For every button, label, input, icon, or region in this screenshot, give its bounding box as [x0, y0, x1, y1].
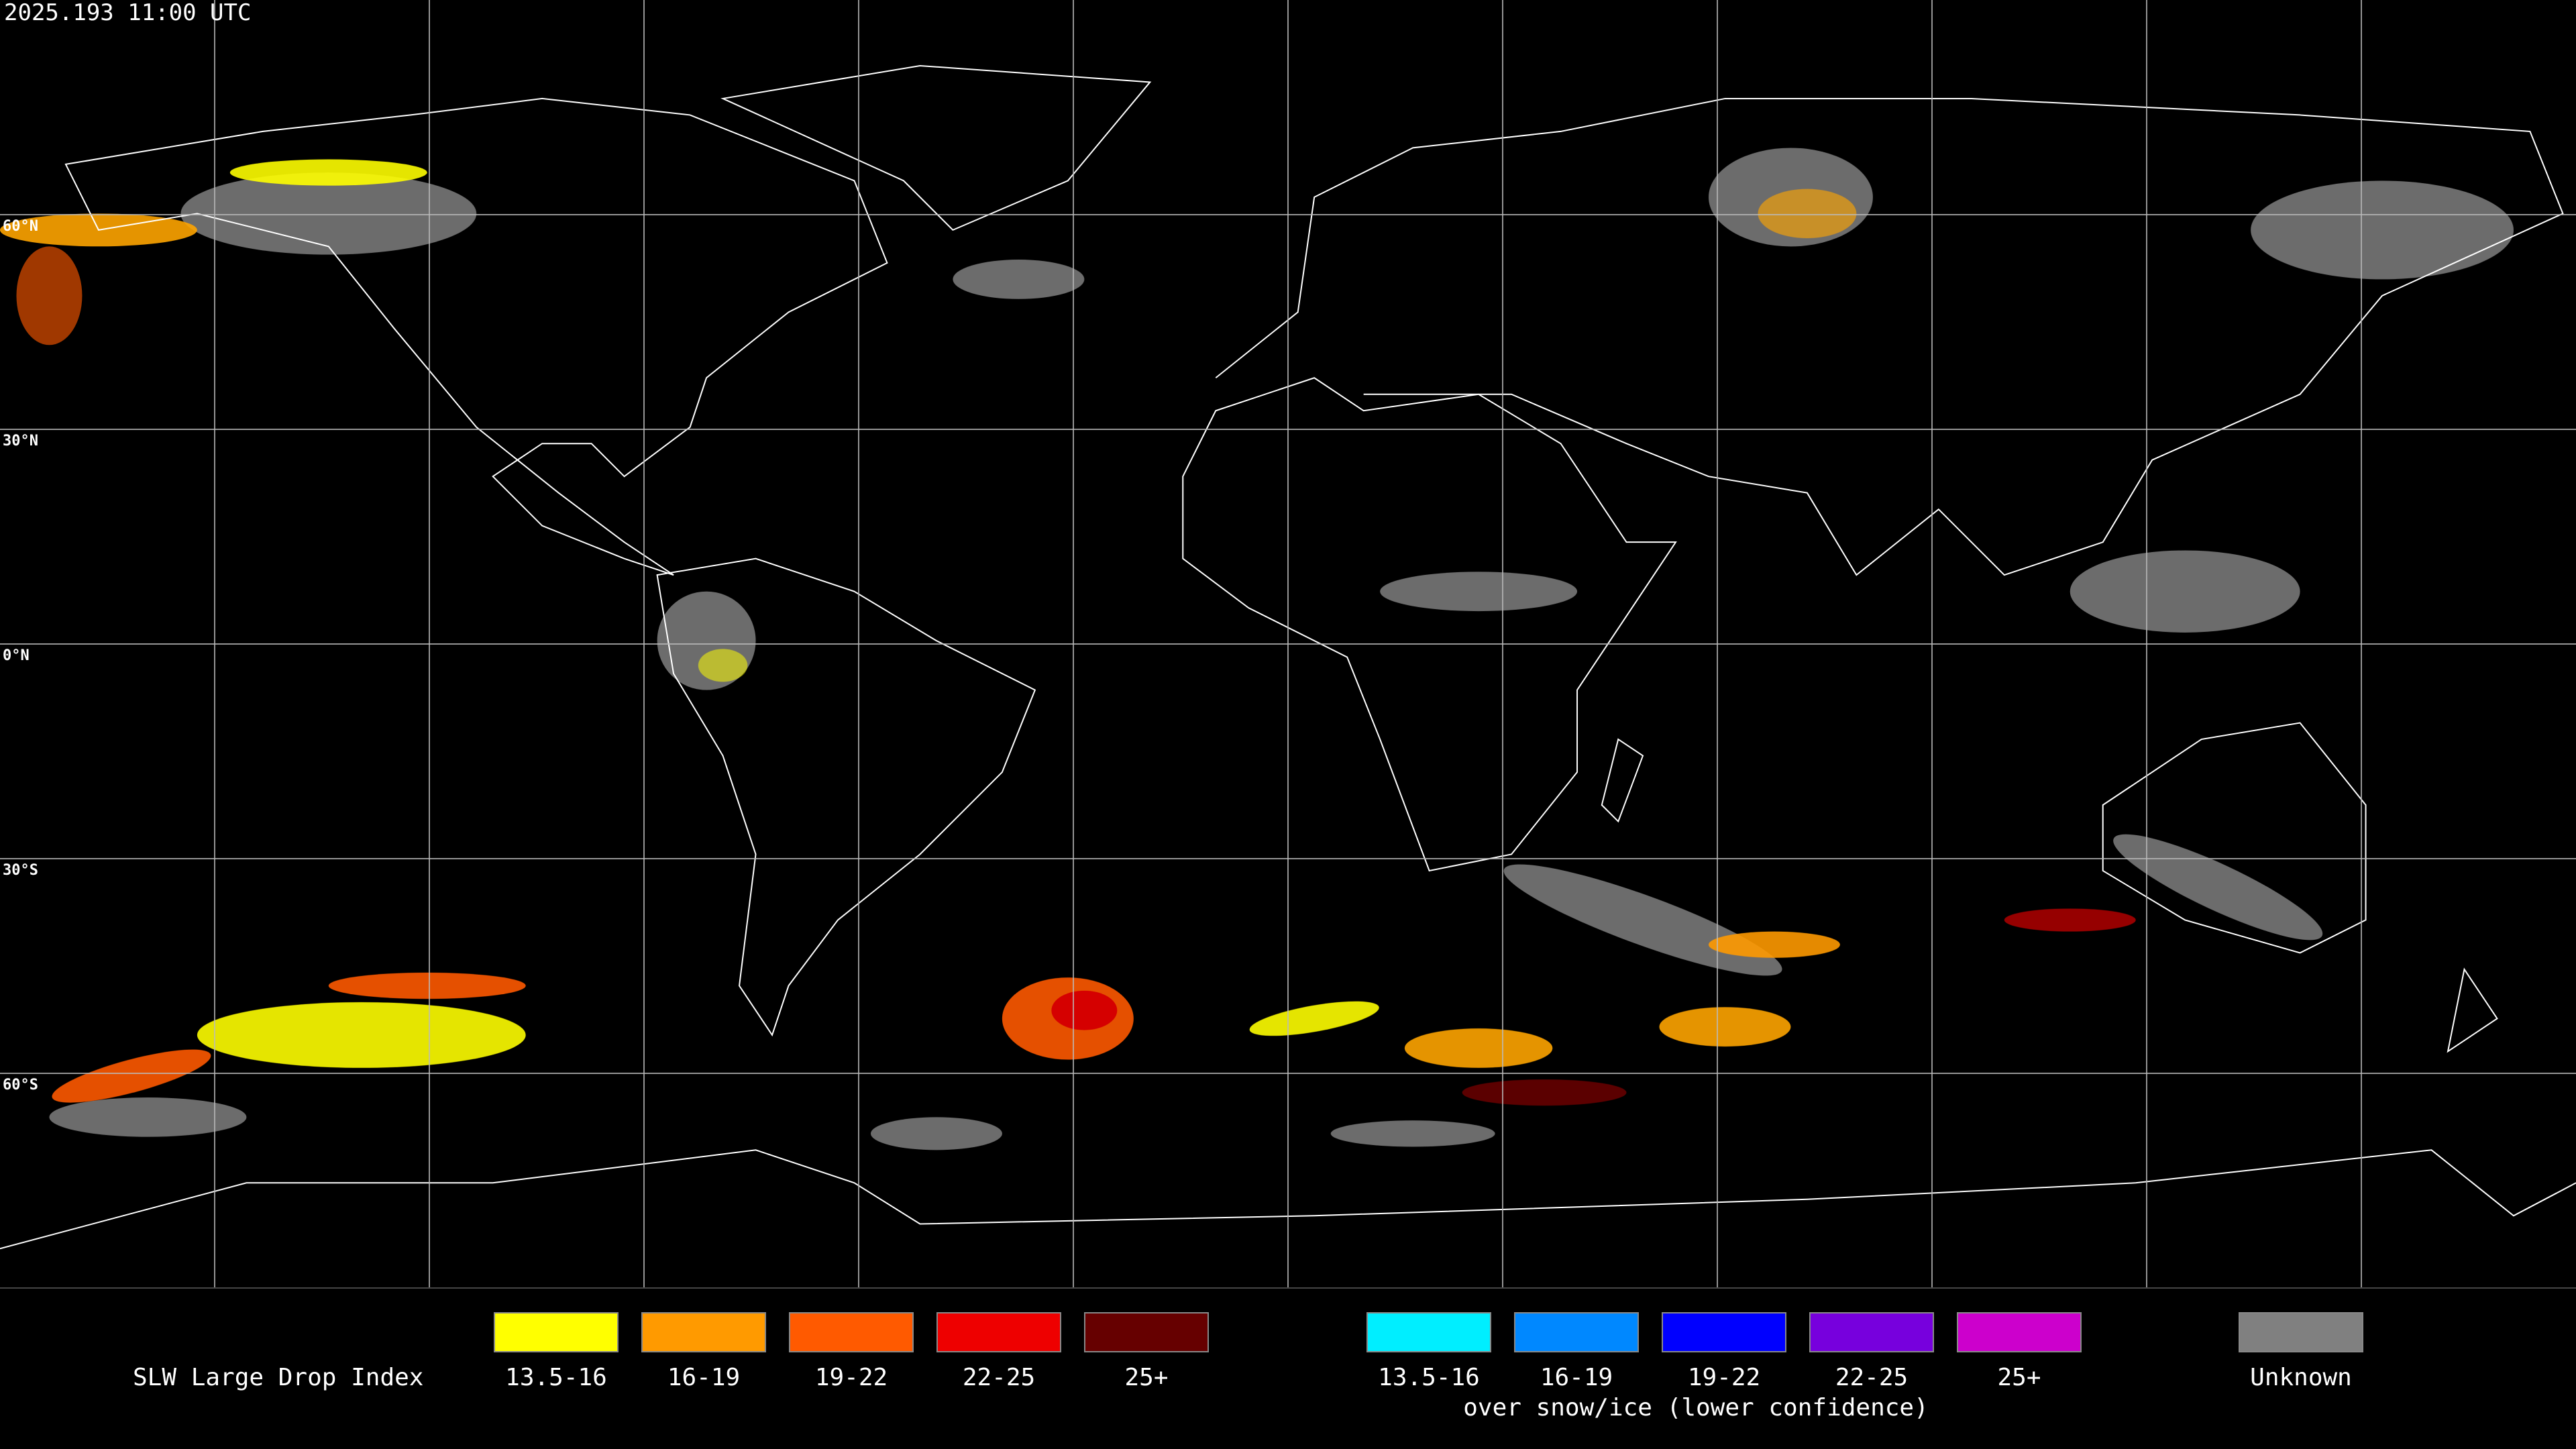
legend-swatch [2239, 1312, 2363, 1352]
legend-swatch [1662, 1312, 1786, 1352]
legend-swatch [1084, 1312, 1209, 1352]
latitude-label: 60°S [3, 1077, 38, 1093]
legend-label: 22-25 [963, 1364, 1035, 1391]
coastlines [0, 66, 2576, 1248]
timestamp: 2025.193 11:00 UTC [4, 0, 251, 26]
legend-label: 25+ [1124, 1364, 1168, 1391]
legend-swatch [1514, 1312, 1639, 1352]
latitude-label: 30°N [3, 433, 38, 449]
legend-label: 19-22 [1688, 1364, 1760, 1391]
legend-label: Unknown [2250, 1364, 2352, 1391]
legend-label: 13.5-16 [505, 1364, 607, 1391]
latitude-label: 30°S [3, 862, 38, 879]
legend-label: 25+ [1997, 1364, 2041, 1391]
legend-swatch [641, 1312, 766, 1352]
legend-swatch [1957, 1312, 2082, 1352]
legend-label: 22-25 [1835, 1364, 1908, 1391]
legend-swatch [494, 1312, 619, 1352]
legend-label: 13.5-16 [1378, 1364, 1480, 1391]
legend-label: 19-22 [815, 1364, 888, 1391]
legend: SLW Large Drop Index over snow/ice (lowe… [133, 1312, 2363, 1421]
latitude-label: 0°N [3, 647, 30, 664]
legend-swatch [1366, 1312, 1491, 1352]
legend-label: 16-19 [667, 1364, 740, 1391]
map: 60°N 30°N 0°N 30°S 60°S [0, 0, 2576, 1288]
legend-label: 16-19 [1540, 1364, 1613, 1391]
snow-ice-caption: over snow/ice (lower confidence) [1463, 1394, 1929, 1421]
legend-title: SLW Large Drop Index [133, 1364, 423, 1391]
legend-swatch [1809, 1312, 1934, 1352]
legend-swatch [789, 1312, 914, 1352]
latitude-label: 60°N [3, 218, 38, 235]
legend-swatch [936, 1312, 1061, 1352]
